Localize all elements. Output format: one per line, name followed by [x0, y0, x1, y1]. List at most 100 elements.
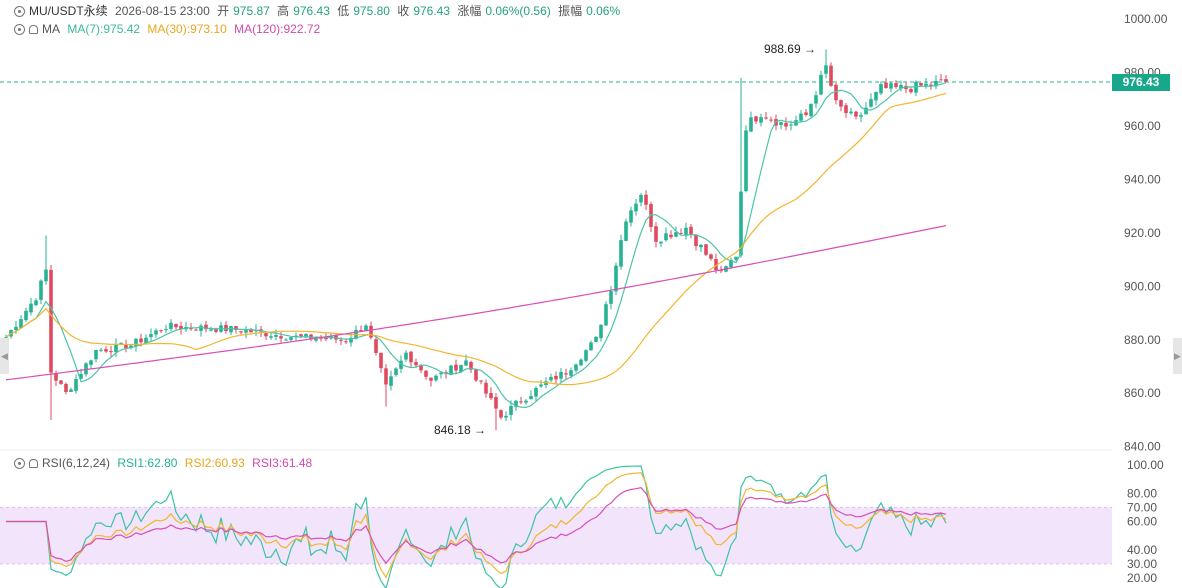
candle-body [89, 360, 93, 365]
candle-body [104, 349, 108, 352]
candle-body [554, 375, 558, 380]
candle-body [74, 379, 78, 391]
candle-body [339, 339, 343, 341]
candle-body [379, 352, 383, 369]
candle-body [594, 337, 598, 342]
rsi-legend: RSI(6,12,24) RSI1:62.80 RSI2:60.93 RSI3:… [14, 455, 316, 471]
candle-body [349, 337, 353, 343]
candle-body [119, 342, 123, 345]
candle-body [694, 234, 698, 247]
eye-icon[interactable] [14, 24, 25, 35]
candle-body [249, 328, 253, 333]
candle-body [579, 359, 583, 366]
candle-body [789, 124, 793, 126]
eye-icon[interactable] [14, 458, 25, 469]
candle-body [589, 342, 593, 351]
candle-body [869, 99, 873, 107]
candle-body [849, 111, 853, 114]
candle-body [754, 116, 758, 122]
candle-body [604, 304, 608, 326]
candle-body [144, 337, 148, 343]
candle-body [434, 375, 438, 381]
candle-body [419, 364, 423, 371]
rsi-tick-label: 80.00 [1127, 486, 1157, 500]
candle-body [564, 373, 568, 375]
candle-body [684, 227, 688, 235]
candle-body [699, 244, 703, 248]
ma-legend: MA MA(7):975.42 MA(30):973.10 MA(120):92… [14, 21, 324, 37]
alert-bell-icon[interactable] [29, 459, 38, 468]
candle-body [899, 84, 903, 89]
candle-body [679, 233, 683, 235]
candle-body [929, 84, 933, 86]
candle-body [609, 291, 613, 304]
candle-body [909, 89, 913, 93]
candle-body [539, 384, 543, 387]
open-value: 975.87 [233, 4, 270, 18]
scroll-left-icon[interactable]: ◀ [0, 338, 9, 374]
close-label: 收 [397, 4, 410, 18]
candle-body [269, 336, 273, 338]
candle-body [739, 191, 743, 256]
rsi-band [0, 507, 1112, 564]
candle-body [404, 352, 408, 360]
rsi-tick-label: 20.00 [1127, 571, 1157, 585]
candle-body [39, 280, 43, 300]
candle-body [454, 364, 458, 371]
candle-body [84, 363, 88, 375]
candle-body [719, 270, 723, 272]
candle-body [24, 310, 28, 321]
candle-body [874, 91, 878, 101]
eye-icon[interactable] [14, 6, 25, 17]
candle-body [279, 336, 283, 339]
candle-body [834, 84, 838, 101]
price-tick-label: 840.00 [1124, 440, 1161, 454]
ma30-value: MA(30):973.10 [147, 22, 227, 36]
candle-body [884, 82, 888, 89]
candle-body [459, 364, 463, 373]
candle-body [154, 330, 158, 335]
candle-body [939, 79, 943, 81]
candle-body [839, 100, 843, 107]
candle-body [409, 351, 413, 363]
candle-body [804, 112, 808, 115]
price-tick-label: 860.00 [1124, 386, 1161, 400]
candle-body [189, 328, 193, 330]
candle-body [709, 254, 713, 259]
candle-body [854, 111, 858, 117]
candle-body [749, 117, 753, 132]
scroll-right-icon[interactable]: ▶ [1173, 338, 1182, 374]
candle-body [514, 400, 518, 407]
candle-body [14, 326, 18, 331]
candle-body [499, 410, 503, 418]
candle-body [79, 373, 83, 379]
alert-bell-icon[interactable] [29, 25, 38, 34]
candle-body [864, 107, 868, 115]
candle-body [199, 325, 203, 331]
candle-body [574, 364, 578, 371]
candle-body [304, 333, 308, 338]
candle-body [414, 362, 418, 366]
candle-body [444, 372, 448, 374]
candle-body [449, 365, 453, 376]
rsi-tick-label: 40.00 [1127, 543, 1157, 557]
close-value: 976.43 [413, 4, 451, 18]
candle-body [49, 269, 53, 373]
price-tick-label: 880.00 [1124, 333, 1161, 347]
change-label: 涨幅 [457, 4, 482, 18]
candle-body [759, 117, 763, 123]
candle-body [224, 324, 228, 331]
candle-body [384, 368, 388, 385]
price-tick-label: 960.00 [1124, 119, 1161, 133]
candle-body [584, 350, 588, 361]
candle-body [914, 81, 918, 93]
candle-body [844, 105, 848, 114]
extreme-annotation: 988.69 → [764, 42, 816, 56]
candle-body [289, 337, 293, 341]
ma120-line [5, 225, 947, 381]
candle-body [509, 406, 513, 415]
candle-body [169, 322, 173, 329]
candle-body [729, 259, 733, 268]
high-label: 高 [277, 4, 290, 18]
